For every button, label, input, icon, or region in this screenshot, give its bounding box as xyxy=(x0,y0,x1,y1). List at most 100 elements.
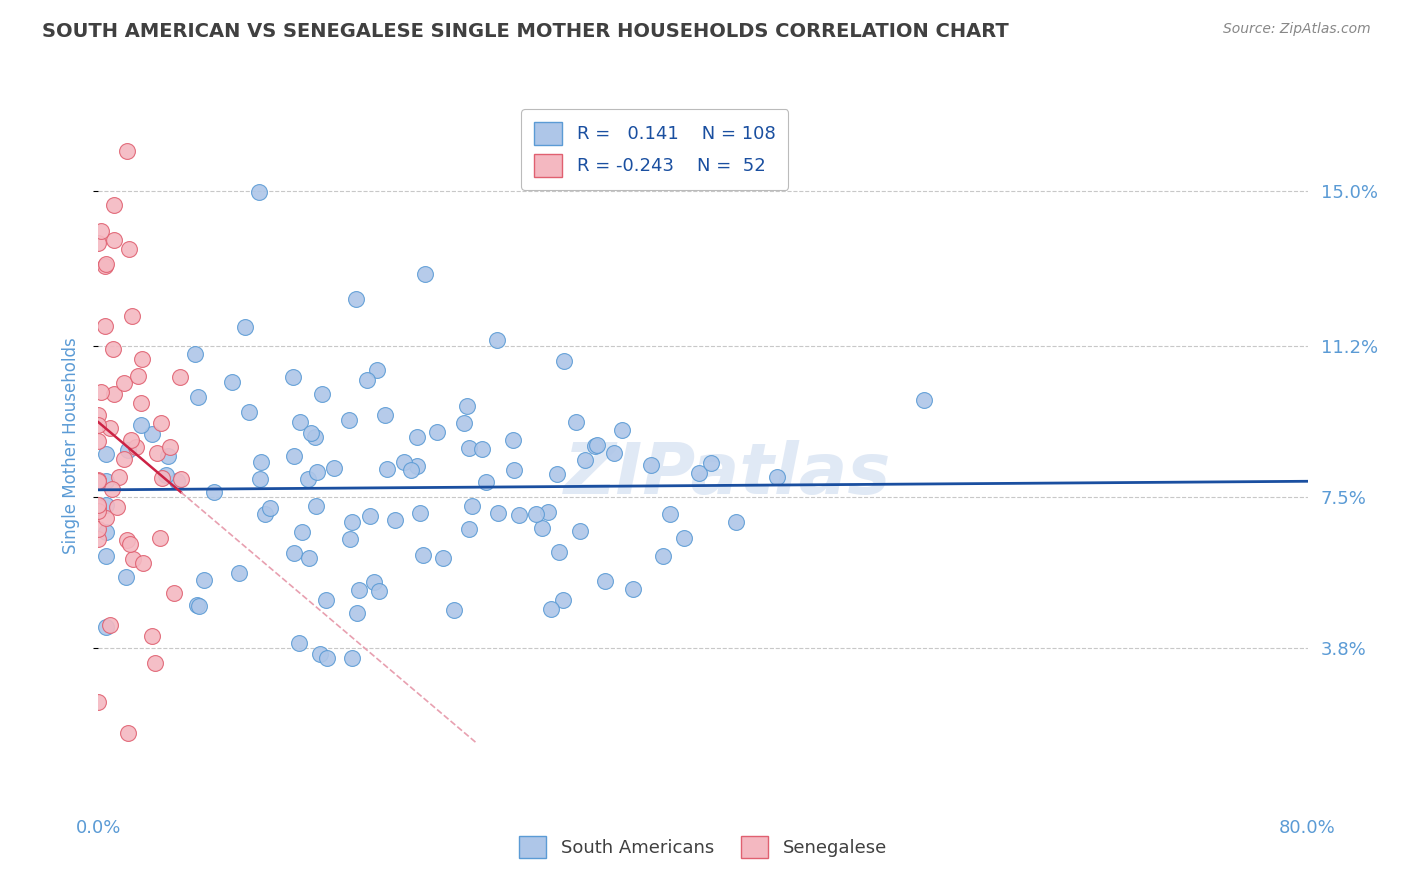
Point xyxy=(122,551,145,566)
Point xyxy=(309,647,332,661)
Point xyxy=(121,309,143,323)
Point xyxy=(311,387,333,401)
Point xyxy=(399,463,422,477)
Point xyxy=(186,598,208,612)
Point xyxy=(574,452,596,467)
Point xyxy=(87,235,110,250)
Point xyxy=(259,501,281,516)
Point xyxy=(363,575,385,590)
Point xyxy=(155,467,177,482)
Point xyxy=(565,415,588,429)
Point xyxy=(150,416,173,430)
Point xyxy=(322,461,344,475)
Point xyxy=(98,618,121,632)
Point xyxy=(131,352,153,367)
Point xyxy=(412,548,434,562)
Point xyxy=(202,484,225,499)
Point xyxy=(553,354,575,368)
Point xyxy=(125,440,148,454)
Point xyxy=(307,465,329,479)
Point xyxy=(103,198,125,212)
Point xyxy=(621,582,644,596)
Point xyxy=(471,442,494,457)
Point xyxy=(114,570,136,584)
Point xyxy=(117,442,139,457)
Point xyxy=(651,549,673,564)
Point xyxy=(453,416,475,430)
Point xyxy=(502,433,524,447)
Point xyxy=(672,531,695,545)
Point xyxy=(96,257,118,271)
Text: ZIPatlas: ZIPatlas xyxy=(564,440,891,509)
Point xyxy=(112,376,135,390)
Point xyxy=(409,506,432,520)
Point xyxy=(163,586,186,600)
Point xyxy=(87,417,110,432)
Point xyxy=(150,471,173,485)
Point xyxy=(912,392,935,407)
Point xyxy=(316,650,339,665)
Point xyxy=(288,636,311,650)
Point xyxy=(233,320,256,334)
Point xyxy=(115,145,138,159)
Point xyxy=(699,456,721,470)
Point xyxy=(94,498,117,512)
Point xyxy=(94,525,117,540)
Point xyxy=(250,454,273,468)
Point xyxy=(159,440,181,454)
Point xyxy=(485,334,508,348)
Point xyxy=(384,513,406,527)
Point xyxy=(149,532,172,546)
Point xyxy=(458,441,481,455)
Point xyxy=(166,474,188,488)
Point xyxy=(249,472,271,486)
Point xyxy=(546,467,568,482)
Point xyxy=(530,521,553,535)
Point xyxy=(87,408,110,422)
Point xyxy=(127,368,149,383)
Point xyxy=(595,574,617,588)
Point xyxy=(347,582,370,597)
Point xyxy=(281,370,304,384)
Point xyxy=(117,726,139,740)
Point xyxy=(87,695,110,709)
Point xyxy=(461,500,484,514)
Point xyxy=(583,439,606,453)
Point xyxy=(98,421,121,435)
Point xyxy=(315,593,337,607)
Point xyxy=(87,504,110,518)
Point xyxy=(103,387,125,401)
Point xyxy=(112,451,135,466)
Point xyxy=(298,551,321,566)
Point xyxy=(569,524,592,538)
Point xyxy=(337,413,360,427)
Point xyxy=(141,629,163,643)
Point xyxy=(640,458,662,473)
Point xyxy=(297,472,319,486)
Point xyxy=(103,233,125,247)
Point xyxy=(374,408,396,422)
Point xyxy=(129,417,152,432)
Point xyxy=(291,524,314,539)
Point xyxy=(486,507,509,521)
Point xyxy=(87,498,110,512)
Point xyxy=(141,426,163,441)
Point xyxy=(288,415,311,429)
Point xyxy=(143,657,166,671)
Point xyxy=(548,545,571,559)
Point xyxy=(94,549,117,563)
Point xyxy=(228,566,250,581)
Point xyxy=(105,500,128,514)
Point xyxy=(108,470,131,484)
Point xyxy=(375,461,398,475)
Point xyxy=(413,268,436,282)
Point xyxy=(503,463,526,477)
Point xyxy=(131,396,153,410)
Point xyxy=(432,550,454,565)
Point xyxy=(117,242,139,256)
Text: Source: ZipAtlas.com: Source: ZipAtlas.com xyxy=(1223,22,1371,37)
Point xyxy=(356,373,378,387)
Point xyxy=(238,405,260,419)
Point xyxy=(394,455,416,469)
Point xyxy=(603,446,626,460)
